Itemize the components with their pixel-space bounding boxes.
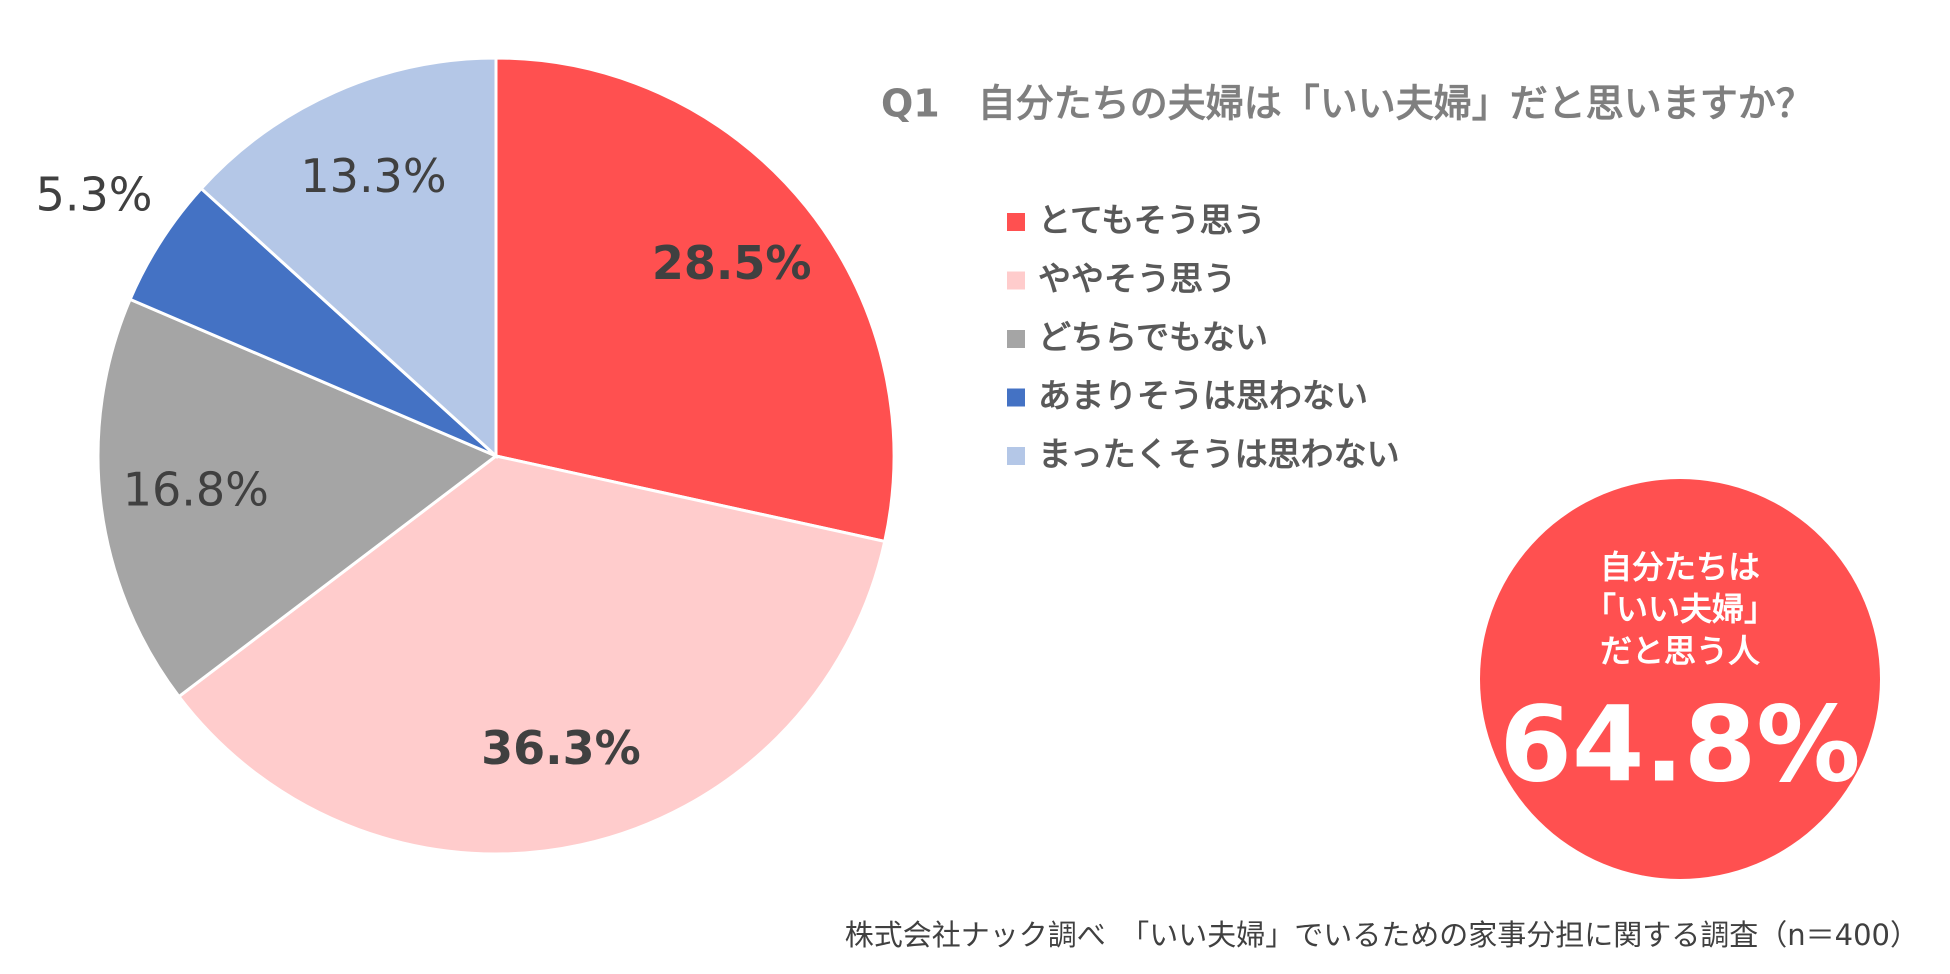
pie-slice	[96, 297, 499, 699]
callout-text: 自分たちは	[1600, 548, 1760, 586]
pie-slice	[176, 454, 887, 856]
legend-label: とてもそう思う	[1038, 201, 1266, 240]
pie-slice	[494, 56, 896, 544]
chart-title: Q1 自分たちの夫婦は「いい夫婦」だと思いますか？	[881, 82, 1814, 126]
callout-circle	[1480, 479, 1880, 879]
legend-swatch	[1007, 447, 1025, 465]
callout-value: 64.8%	[1500, 683, 1861, 805]
data-label: 13.3%	[300, 149, 446, 203]
legend-swatch	[1007, 330, 1025, 348]
legend-swatch	[1007, 388, 1025, 407]
legend-label: まったくそうは思わない	[1038, 435, 1400, 474]
data-label: 36.3%	[481, 721, 641, 775]
pie-slice	[199, 56, 498, 460]
data-label: 28.5%	[652, 236, 812, 290]
callout-text: 「いい夫婦」	[1584, 590, 1776, 628]
legend-label: あまりそうは思わない	[1038, 376, 1368, 415]
legend-swatch	[1007, 271, 1025, 290]
legend-label: ややそう思う	[1038, 259, 1236, 298]
callout-text: だと思う人	[1600, 632, 1760, 670]
data-label: 16.8%	[123, 462, 269, 516]
legend-label: どちらでもない	[1038, 318, 1268, 357]
source: 株式会社ナック調べ 「いい夫婦」でいるための家事分担に関する調査（n＝400）	[845, 918, 1919, 952]
legend-swatch	[1007, 213, 1025, 231]
data-label: 5.3%	[36, 168, 153, 222]
